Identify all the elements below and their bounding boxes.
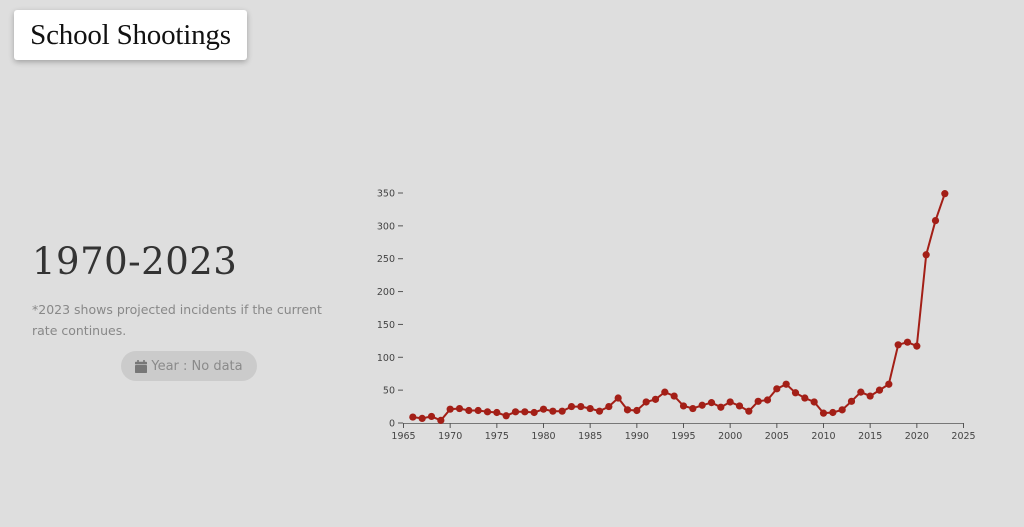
data-point[interactable] (810, 398, 818, 406)
data-point[interactable] (941, 190, 949, 198)
data-point[interactable] (689, 404, 697, 413)
data-point[interactable] (726, 398, 734, 406)
data-point[interactable] (455, 404, 464, 413)
y-tick-label: 150 (377, 320, 395, 331)
data-point[interactable] (446, 405, 454, 413)
data-point[interactable] (913, 342, 921, 350)
data-point[interactable] (465, 406, 473, 415)
data-point[interactable] (885, 380, 893, 388)
series-line (412, 193, 946, 422)
y-tick-label: 100 (377, 353, 395, 364)
calendar-icon (135, 359, 148, 373)
data-point[interactable] (474, 406, 482, 415)
data-point[interactable] (633, 406, 641, 415)
data-point[interactable] (698, 401, 706, 409)
data-point[interactable] (829, 408, 837, 417)
data-point[interactable] (521, 408, 529, 416)
data-point[interactable] (717, 403, 725, 411)
data-point[interactable] (903, 338, 912, 346)
data-point[interactable] (922, 251, 930, 259)
data-point[interactable] (819, 409, 828, 417)
data-point[interactable] (679, 402, 688, 410)
data-point[interactable] (558, 407, 566, 415)
x-tick-label: 2000 (718, 431, 742, 442)
data-point[interactable] (735, 402, 744, 410)
data-point[interactable] (623, 406, 632, 414)
data-point[interactable] (670, 392, 678, 400)
x-tick-label: 2020 (905, 431, 929, 442)
data-point[interactable] (483, 408, 492, 416)
year-indicator-label: Year : No data (151, 358, 243, 374)
x-tick-label: 1980 (531, 431, 555, 442)
y-tick-label: 300 (377, 221, 395, 232)
data-point[interactable] (838, 406, 846, 414)
data-point[interactable] (409, 413, 417, 421)
x-tick-label: 1965 (391, 431, 415, 442)
data-point[interactable] (502, 412, 510, 420)
data-point[interactable] (782, 380, 790, 388)
data-point[interactable] (511, 408, 520, 416)
data-point[interactable] (605, 402, 613, 411)
data-point[interactable] (530, 408, 538, 417)
x-tick-label: 1985 (578, 431, 602, 442)
data-points (409, 190, 949, 424)
data-point[interactable] (857, 388, 865, 396)
data-point[interactable] (539, 405, 548, 413)
data-point[interactable] (791, 389, 800, 397)
x-tick-label: 1970 (438, 431, 462, 442)
data-point[interactable] (875, 386, 884, 394)
projection-note: *2023 shows projected incidents if the c… (32, 302, 322, 338)
data-point[interactable] (801, 394, 809, 402)
data-point[interactable] (642, 398, 650, 406)
data-point[interactable] (847, 397, 856, 405)
x-tick-label: 1975 (485, 431, 509, 442)
data-point[interactable] (418, 414, 426, 422)
data-point[interactable] (549, 407, 557, 415)
data-point[interactable] (773, 385, 781, 393)
x-tick-label: 2005 (765, 431, 789, 442)
data-point[interactable] (595, 407, 604, 415)
data-point[interactable] (437, 416, 445, 424)
year-range-heading: 1970-2023 (32, 240, 238, 283)
year-indicator-button[interactable]: Year : No data (121, 351, 257, 381)
data-point[interactable] (707, 399, 716, 407)
data-point[interactable] (763, 396, 772, 404)
data-point[interactable] (567, 402, 576, 411)
data-point[interactable] (931, 217, 940, 225)
data-point[interactable] (577, 402, 585, 411)
page-title: School Shootings (30, 18, 231, 51)
y-tick-label: 200 (377, 287, 395, 298)
data-point[interactable] (894, 341, 902, 349)
data-point[interactable] (427, 412, 436, 421)
data-point[interactable] (651, 395, 660, 403)
y-axis: 0 50 100 150 200 250 300 350 (377, 189, 403, 430)
y-tick-label: 250 (377, 254, 395, 265)
y-tick-label: 350 (377, 189, 395, 200)
x-tick-label: 2015 (858, 431, 882, 442)
data-point[interactable] (493, 408, 501, 417)
x-tick-label: 1990 (625, 431, 649, 442)
data-point[interactable] (745, 407, 753, 415)
x-tick-label: 2025 (951, 431, 975, 442)
data-point[interactable] (754, 397, 762, 405)
data-point[interactable] (866, 392, 874, 400)
x-tick-label: 1995 (671, 431, 695, 442)
y-tick-label: 0 (389, 419, 395, 430)
y-tick-label: 50 (383, 386, 395, 397)
title-card: School Shootings (14, 10, 247, 60)
data-point[interactable] (661, 388, 669, 396)
data-point[interactable] (614, 394, 622, 402)
x-axis: 1965 1970 1975 1980 1985 1990 1995 2000 2005 2010… (391, 423, 976, 442)
data-point[interactable] (586, 404, 594, 413)
x-tick-label: 2010 (811, 431, 835, 442)
